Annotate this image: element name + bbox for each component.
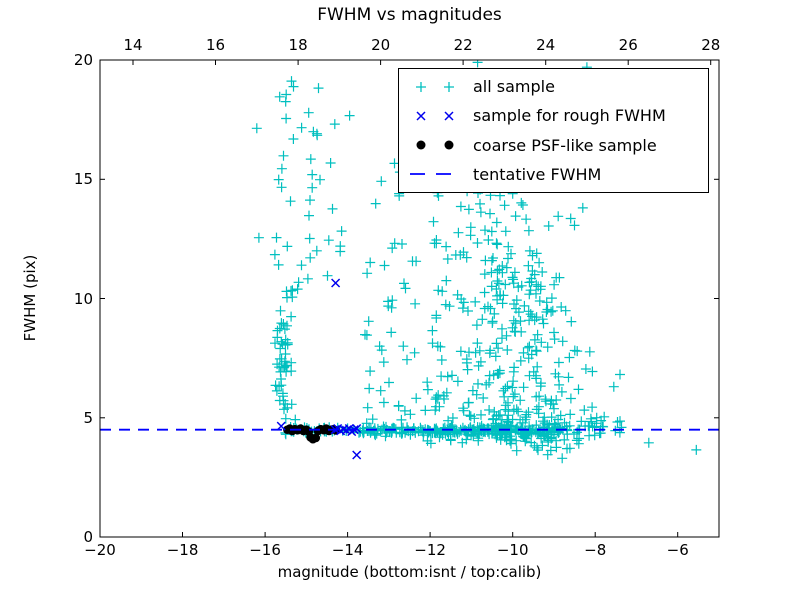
x-axis-label: magnitude (bottom:isnt / top:calib) xyxy=(277,563,542,581)
top-tick-label: 28 xyxy=(701,36,721,54)
top-tick-label: 26 xyxy=(618,36,638,54)
legend-entry-tentative-fwhm: tentative FWHM xyxy=(407,160,708,188)
legend-label: all sample xyxy=(473,77,555,97)
legend-entry-rough-fwhm: sample for rough FWHM xyxy=(407,102,708,130)
legend-label: sample for rough FWHM xyxy=(473,106,666,126)
x-tick-label: −16 xyxy=(249,541,281,559)
y-tick-label: 10 xyxy=(73,289,93,308)
top-tick-label: 16 xyxy=(205,36,226,54)
x-marker-icon xyxy=(416,111,454,121)
dot-marker-icon xyxy=(416,140,454,150)
chart-title: FWHM vs magnitudes xyxy=(317,5,502,25)
x-tick-label: −8 xyxy=(584,541,607,559)
x-tick-label: −14 xyxy=(331,541,364,559)
x-tick-label: −10 xyxy=(496,541,529,559)
y-tick-label: 15 xyxy=(73,170,93,189)
legend-label: coarse PSF-like sample xyxy=(473,135,657,155)
top-tick-label: 18 xyxy=(288,36,308,54)
y-tick-label: 0 xyxy=(83,528,93,546)
legend-label: tentative FWHM xyxy=(473,164,602,184)
y-tick-label: 5 xyxy=(83,408,93,427)
top-tick-label: 22 xyxy=(453,36,473,54)
legend-entry-psf-sample: coarse PSF-like sample xyxy=(407,131,708,159)
top-tick-label: 20 xyxy=(371,36,391,54)
legend-entry-all-sample: all sample xyxy=(407,73,708,101)
x-tick-label: −18 xyxy=(166,541,199,559)
plus-marker-icon xyxy=(416,81,454,92)
x-tick-label: −12 xyxy=(414,541,446,559)
y-tick-label: 20 xyxy=(73,51,93,69)
dashed-line-icon xyxy=(410,173,460,176)
x-tick-label: −20 xyxy=(84,541,116,559)
top-tick-label: 14 xyxy=(123,36,143,54)
x-tick-label: −6 xyxy=(666,541,689,559)
top-tick-label: 24 xyxy=(536,36,556,54)
legend: all sample sample for rough FWHM coarse … xyxy=(398,68,709,193)
